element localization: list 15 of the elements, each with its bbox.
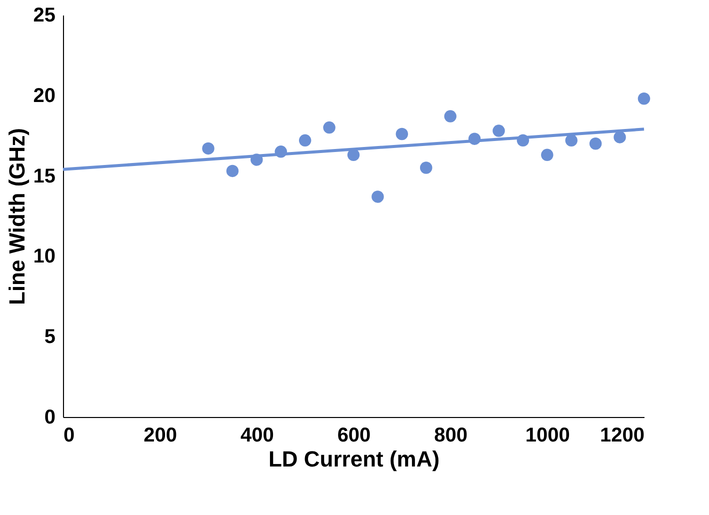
y-tick-label: 25 [33, 4, 56, 26]
x-tick-label: 1000 [525, 424, 570, 446]
y-axis-title: Line Width (GHz) [4, 128, 30, 305]
x-tick-label: 600 [337, 424, 371, 446]
y-tick-label: 20 [33, 84, 56, 107]
y-tick-label: 5 [44, 326, 56, 348]
y-tick-label: 10 [33, 246, 56, 268]
x-tick-label: 0 [64, 424, 75, 446]
x-tick-label: 800 [434, 424, 468, 446]
x-tick-label: 400 [240, 424, 274, 446]
x-tick-label: 1200 [600, 424, 644, 446]
x-axis-title: LD Current (mA) [268, 446, 440, 472]
x-tick-label: 200 [144, 424, 178, 446]
y-tick-label: 15 [33, 165, 56, 188]
y-tick-label: 0 [44, 406, 56, 428]
